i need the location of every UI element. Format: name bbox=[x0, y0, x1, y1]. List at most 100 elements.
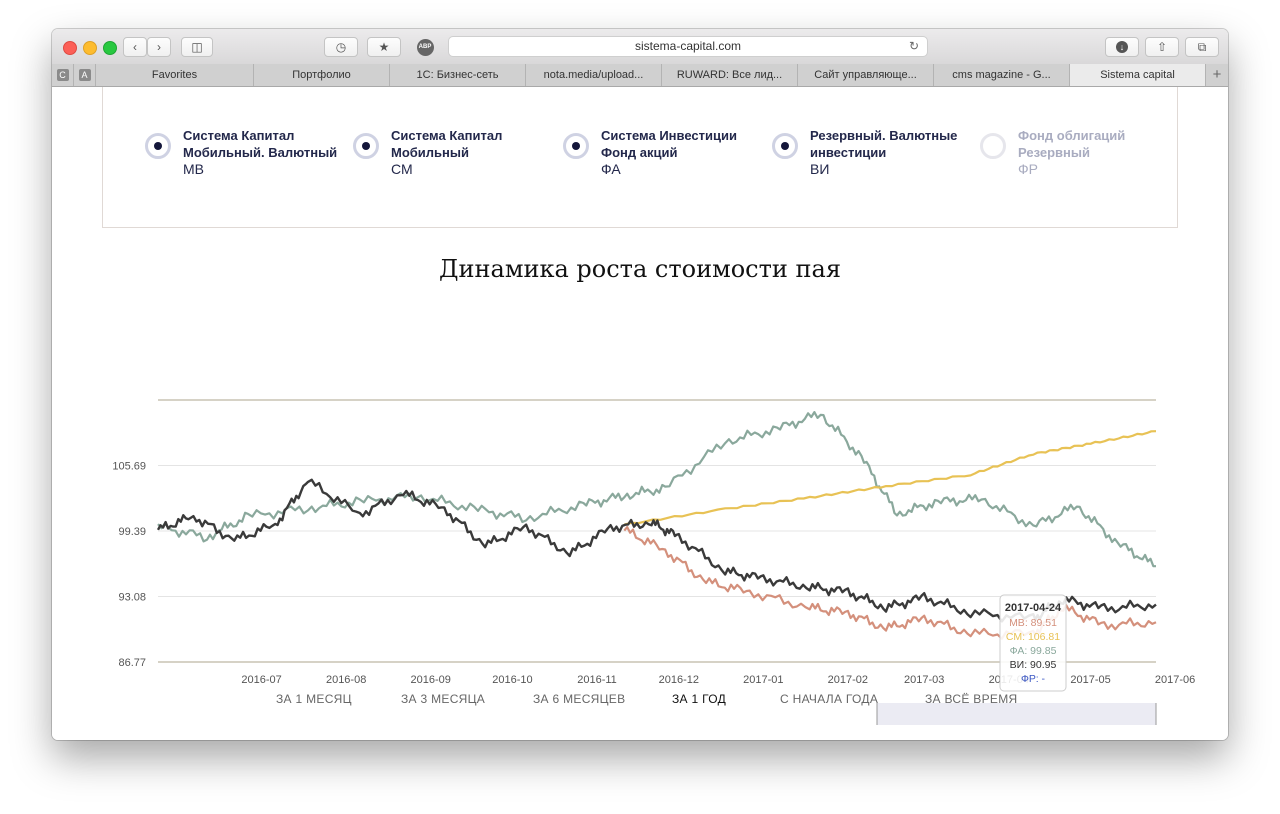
x-tick-label: 2017-06 bbox=[1155, 674, 1195, 686]
fund-name-line2: Мобильный bbox=[391, 145, 469, 160]
range-option-4[interactable]: С НАЧАЛА ГОДА bbox=[780, 692, 879, 706]
range-option-0[interactable]: ЗА 1 МЕСЯЦ bbox=[276, 692, 352, 706]
tab-overview-button[interactable]: ⧉ bbox=[1185, 37, 1219, 57]
fund-radio[interactable] bbox=[353, 133, 379, 159]
fund-option-1[interactable]: Система Капитал Мобильный СМ bbox=[353, 127, 502, 178]
tabs-icon: ⧉ bbox=[1197, 39, 1207, 54]
radio-dot bbox=[781, 142, 789, 150]
fund-option-2[interactable]: Система Инвестиции Фонд акций ФА bbox=[563, 127, 737, 178]
fund-name-line2: инвестиции bbox=[810, 145, 887, 160]
pinned-tab-a[interactable]: A bbox=[74, 64, 96, 86]
tab-management-site[interactable]: Сайт управляюще... bbox=[798, 64, 934, 86]
fund-name-line2: Фонд акций bbox=[601, 145, 678, 160]
y-tick-label: 99.39 bbox=[118, 526, 146, 538]
range-option-1[interactable]: ЗА 3 МЕСЯЦА bbox=[401, 692, 486, 706]
x-tick-label: 2016-10 bbox=[492, 674, 532, 686]
fund-label: Система Инвестиции Фонд акций ФА bbox=[601, 127, 737, 178]
series-line-СМ[interactable] bbox=[624, 430, 1157, 526]
sidebar-button[interactable]: ◫ bbox=[181, 37, 213, 57]
back-button[interactable]: ‹ bbox=[123, 37, 147, 57]
fund-label: Резервный. Валютные инвестиции ВИ bbox=[810, 127, 957, 178]
url-text: sistema-capital.com bbox=[634, 39, 742, 53]
fund-name-line1: Фонд облигаций bbox=[1018, 128, 1126, 143]
fund-option-0[interactable]: Система Капитал Мобильный. Валютный МВ bbox=[145, 127, 337, 178]
fund-code: ФА bbox=[601, 161, 621, 177]
page-content: Система Капитал Мобильный. Валютный МВ Сист… bbox=[52, 87, 1228, 740]
minimize-window-button[interactable] bbox=[83, 41, 97, 55]
history-button[interactable]: ◷ bbox=[324, 37, 358, 57]
fund-name-line2: Резервный bbox=[1018, 145, 1090, 160]
new-tab-plus-icon[interactable]: + bbox=[1212, 66, 1222, 83]
fund-name-line1: Система Капитал bbox=[391, 128, 503, 143]
bookmark-star-icon: ★ bbox=[378, 40, 390, 54]
x-tick-label: 2016-09 bbox=[410, 674, 450, 686]
fund-name-line1: Система Инвестиции bbox=[601, 128, 737, 143]
y-tick-label: 86.77 bbox=[118, 657, 146, 669]
tab-1c[interactable]: 1С: Бизнес-сеть bbox=[390, 64, 526, 86]
fund-code: ФР bbox=[1018, 161, 1038, 177]
tab-cms-magazine[interactable]: cms magazine - G... bbox=[934, 64, 1070, 86]
series-line-ВИ[interactable] bbox=[156, 478, 1157, 623]
series-line-МВ[interactable] bbox=[623, 526, 1157, 640]
navigator-selection[interactable] bbox=[877, 703, 1156, 725]
x-tick-label: 2017-01 bbox=[743, 674, 783, 686]
fund-code: СМ bbox=[391, 161, 413, 177]
x-tick-label: 2016-08 bbox=[326, 674, 366, 686]
pinned-tab-c[interactable]: C bbox=[52, 64, 74, 86]
radio-dot bbox=[362, 142, 370, 150]
range-option-5[interactable]: ЗА ВСЁ ВРЕМЯ bbox=[925, 692, 1018, 706]
share-icon: ⇧ bbox=[1156, 40, 1168, 54]
downloads-button[interactable]: ↓ bbox=[1105, 37, 1139, 57]
browser-toolbar: ‹ › ◫ ◷ ★ ABP sistema-capital.com ↻ ↓ ⇧ … bbox=[52, 29, 1228, 65]
sidebar-icon: ◫ bbox=[191, 40, 203, 54]
range-option-2[interactable]: ЗА 6 МЕСЯЦЕВ bbox=[533, 692, 626, 706]
pinned-tab-label: C bbox=[56, 69, 69, 81]
tab-ruward[interactable]: RUWARD: Все лид... bbox=[662, 64, 798, 86]
x-tick-label: 2016-07 bbox=[241, 674, 281, 686]
fund-radio[interactable] bbox=[980, 133, 1006, 159]
address-bar[interactable]: sistema-capital.com ↻ bbox=[448, 36, 928, 57]
tooltip-date: 2017-04-24 bbox=[1005, 602, 1062, 614]
back-icon: ‹ bbox=[133, 40, 137, 54]
x-tick-label: 2017-03 bbox=[904, 674, 944, 686]
range-option-3[interactable]: ЗА 1 ГОД bbox=[672, 692, 727, 706]
radio-dot bbox=[572, 142, 580, 150]
forward-button[interactable]: › bbox=[147, 37, 171, 57]
fund-label: Фонд облигаций Резервный ФР bbox=[1018, 127, 1125, 178]
adblock-button[interactable]: ABP bbox=[410, 37, 440, 57]
tab-nota[interactable]: nota.media/upload... bbox=[526, 64, 662, 86]
browser-window: ‹ › ◫ ◷ ★ ABP sistema-capital.com ↻ ↓ ⇧ … bbox=[52, 29, 1228, 740]
adblock-icon: ABP bbox=[416, 38, 434, 56]
forward-icon: › bbox=[157, 40, 161, 54]
tab-sistema-capital[interactable]: Sistema capital bbox=[1070, 64, 1206, 86]
tab-favorites[interactable]: Favorites bbox=[96, 64, 254, 86]
x-tick-label: 2017-05 bbox=[1070, 674, 1110, 686]
tooltip-value-МВ: МВ: 89.51 bbox=[1009, 617, 1057, 629]
fund-radio[interactable] bbox=[772, 133, 798, 159]
fund-option-4[interactable]: Фонд облигаций Резервный ФР bbox=[980, 127, 1125, 178]
radio-dot bbox=[154, 142, 162, 150]
chart-tooltip bbox=[999, 594, 1067, 692]
share-button[interactable]: ⇧ bbox=[1145, 37, 1179, 57]
fund-radio[interactable] bbox=[563, 133, 589, 159]
fund-label: Система Капитал Мобильный. Валютный МВ bbox=[183, 127, 337, 178]
x-tick-label: 2017-02 bbox=[828, 674, 868, 686]
tooltip-value-ФА: ФА: 99.85 bbox=[1010, 645, 1057, 657]
fund-selector: Система Капитал Мобильный. Валютный МВ Сист… bbox=[102, 87, 1178, 228]
tab-portfolio[interactable]: Портфолио bbox=[254, 64, 390, 86]
fund-radio[interactable] bbox=[145, 133, 171, 159]
y-tick-label: 105.69 bbox=[112, 461, 146, 473]
bookmarks-button[interactable]: ★ bbox=[367, 37, 401, 57]
fund-code: ВИ bbox=[810, 161, 830, 177]
price-chart[interactable]: 105.69 99.39 93.08 86.77 2016-07 2016-08 2016-… bbox=[52, 305, 1228, 725]
tab-bar: C A Favorites Портфолио 1С: Бизнес-сеть … bbox=[52, 64, 1228, 87]
close-window-button[interactable] bbox=[63, 41, 77, 55]
tooltip-value-СМ: СМ: 106.81 bbox=[1006, 631, 1060, 643]
fund-option-3[interactable]: Резервный. Валютные инвестиции ВИ bbox=[772, 127, 957, 178]
fund-code: МВ bbox=[183, 161, 204, 177]
series-line-ФА[interactable] bbox=[157, 411, 1157, 568]
y-tick-label: 93.08 bbox=[118, 591, 146, 603]
zoom-window-button[interactable] bbox=[103, 41, 117, 55]
reload-icon[interactable]: ↻ bbox=[908, 39, 919, 53]
fund-name-line1: Резервный. Валютные bbox=[810, 128, 958, 143]
